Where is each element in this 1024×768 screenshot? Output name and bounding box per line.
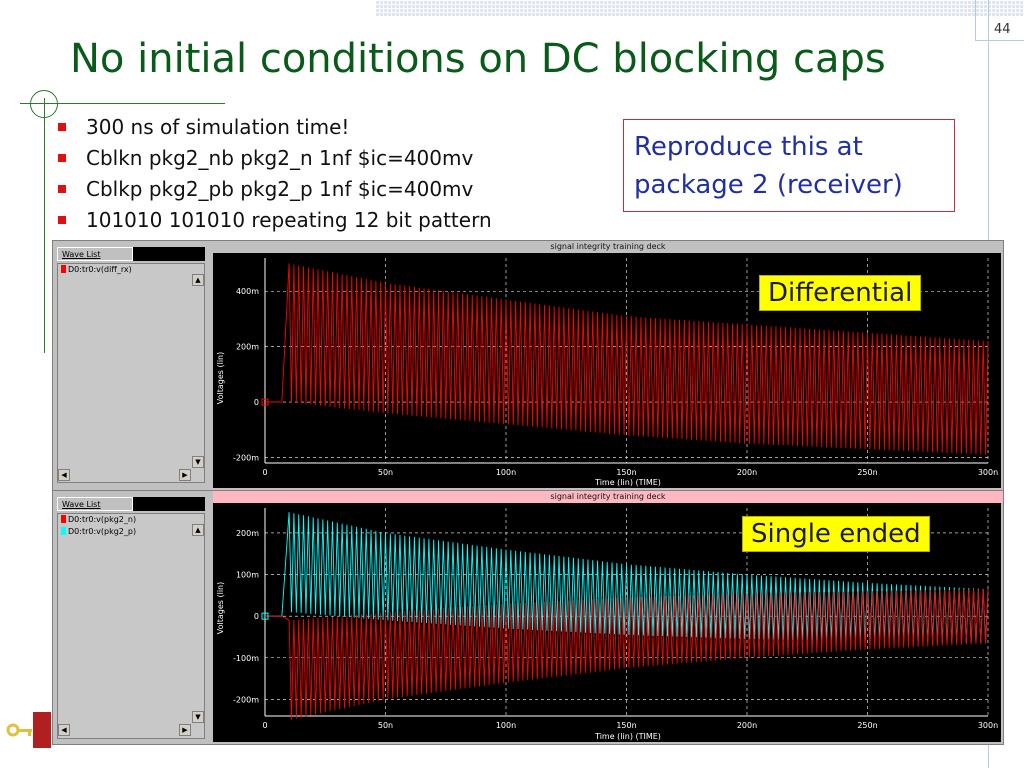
- wave-label: D0:tr0:v(diff_rx): [68, 265, 132, 274]
- decor-line: [20, 103, 225, 104]
- x-tick-label: 200n: [737, 721, 757, 730]
- wave-color-swatch: [61, 265, 66, 273]
- x-tick-label: 100n: [496, 721, 516, 730]
- x-tick-label: 50n: [378, 721, 393, 730]
- scroll-down-button[interactable]: ▼: [192, 456, 204, 468]
- differential-waveform-chart: Voltages (lin) Time (lin) (TIME) 0 50n 100…: [216, 258, 998, 487]
- decor-line: [975, 0, 976, 40]
- scroll-right-button[interactable]: ▶: [179, 469, 191, 481]
- single-ended-note: Single ended: [742, 516, 930, 552]
- bullet-item: 101010 101010 repeating 12 bit pattern: [56, 205, 492, 236]
- slide-title: No initial conditions on DC blocking cap…: [70, 36, 886, 82]
- wave-list-item[interactable]: D0:tr0:v(pkg2_p): [58, 526, 204, 538]
- y-tick-label: 200m: [236, 343, 259, 352]
- y-tick-label: -100m: [233, 654, 259, 663]
- x-tick-label: 250n: [857, 721, 877, 730]
- header-grid-decoration: [375, 0, 1024, 16]
- bullet-marker: [58, 216, 66, 224]
- x-axis-label: Time (lin) (TIME): [594, 732, 661, 741]
- slide-number: 44: [994, 22, 1011, 37]
- bullet-marker: [58, 154, 66, 162]
- wave-list-header[interactable]: Wave List: [57, 497, 133, 511]
- x-tick-label: 100n: [496, 468, 516, 477]
- bullet-text: Cblkp pkg2_pb pkg2_p 1nf $ic=400mv: [86, 177, 474, 201]
- callout-line: package 2 (receiver): [634, 170, 903, 200]
- scroll-right-button[interactable]: ▶: [179, 724, 191, 736]
- wave-list[interactable]: D0:tr0:v(pkg2_n) D0:tr0:v(pkg2_p): [57, 513, 205, 739]
- scroll-up-button[interactable]: ▲: [192, 524, 204, 536]
- x-tick-label: 150n: [616, 468, 636, 477]
- decor-line: [975, 40, 1024, 41]
- callout-box: Reproduce this at package 2 (receiver): [623, 119, 955, 212]
- bullet-list: 300 ns of simulation time! Cblkn pkg2_nb…: [56, 112, 492, 236]
- wave-list-item[interactable]: D0:tr0:v(diff_rx): [58, 264, 204, 276]
- single-ended-waveform-chart: Voltages (lin) Time (lin) (TIME) 0 50n 100…: [216, 508, 998, 741]
- origin-marker: [261, 612, 269, 620]
- scroll-down-button[interactable]: ▼: [192, 711, 204, 723]
- y-tick-label: 0: [254, 398, 259, 407]
- y-tick-label: 400m: [236, 287, 259, 296]
- bullet-text: Cblkn pkg2_nb pkg2_n 1nf $ic=400mv: [86, 146, 474, 170]
- wave-color-swatch: [61, 515, 66, 523]
- callout-line: Reproduce this at: [634, 132, 863, 162]
- crosshair-decoration: [30, 90, 58, 118]
- wave-list-header-bar: [133, 247, 205, 261]
- origin-marker: [261, 398, 269, 406]
- x-tick-label: 300n: [978, 721, 998, 730]
- bullet-item: 300 ns of simulation time!: [56, 112, 492, 143]
- waveform-series: [265, 589, 989, 720]
- bullet-text: 101010 101010 repeating 12 bit pattern: [86, 208, 492, 232]
- wave-list-header[interactable]: Wave List: [57, 247, 133, 261]
- x-tick-label: 200n: [737, 468, 757, 477]
- y-tick-label: 100m: [236, 571, 259, 580]
- wave-list-item[interactable]: D0:tr0:v(pkg2_n): [58, 514, 204, 526]
- decor-line: [44, 98, 45, 353]
- bullet-marker: [58, 185, 66, 193]
- x-tick-label: 250n: [857, 468, 877, 477]
- bullet-text: 300 ns of simulation time!: [86, 115, 350, 139]
- scroll-up-button[interactable]: ▲: [192, 274, 204, 286]
- wave-label: D0:tr0:v(pkg2_n): [68, 515, 137, 524]
- x-tick-label: 50n: [378, 468, 393, 477]
- x-tick-label: 150n: [616, 721, 636, 730]
- scroll-left-button[interactable]: ◀: [58, 469, 70, 481]
- x-tick-label: 0: [262, 468, 267, 477]
- logo-icon: [33, 712, 51, 748]
- y-axis-label: Voltages (lin): [216, 352, 225, 404]
- y-tick-label: 200m: [236, 529, 259, 538]
- x-axis-label: Time (lin) (TIME): [594, 478, 661, 487]
- wave-list[interactable]: D0:tr0:v(diff_rx): [57, 263, 205, 483]
- panel-title: signal integrity training deck: [213, 491, 1003, 503]
- y-tick-label: -200m: [233, 695, 259, 704]
- y-tick-label: 0: [254, 612, 259, 621]
- y-tick-label: -200m: [233, 453, 259, 462]
- wave-label: D0:tr0:v(pkg2_p): [68, 527, 137, 536]
- panel-title: signal integrity training deck: [213, 241, 1003, 253]
- wave-list-header-bar: [133, 497, 205, 511]
- scroll-left-button[interactable]: ◀: [58, 724, 70, 736]
- differential-note: Differential: [759, 275, 922, 311]
- bullet-item: Cblkn pkg2_nb pkg2_n 1nf $ic=400mv: [56, 143, 492, 174]
- x-tick-label: 300n: [978, 468, 998, 477]
- bullet-marker: [58, 123, 66, 131]
- bullet-item: Cblkp pkg2_pb pkg2_p 1nf $ic=400mv: [56, 174, 492, 205]
- x-tick-label: 0: [262, 721, 267, 730]
- wave-color-swatch: [61, 527, 66, 535]
- key-icon: [6, 723, 32, 737]
- y-axis-label: Voltages (lin): [216, 582, 225, 634]
- waveform-series: [265, 263, 989, 455]
